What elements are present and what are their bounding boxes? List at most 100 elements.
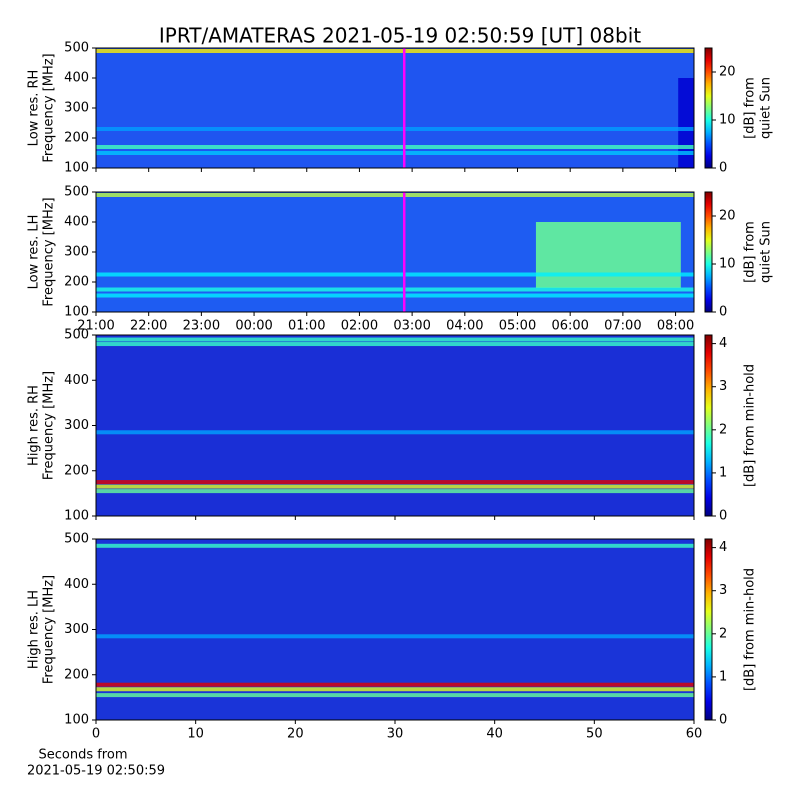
colorbar-label: [dB] from	[743, 77, 758, 139]
x-tick-label: 10	[187, 727, 204, 742]
colorbar-tick-label: 10	[719, 257, 736, 272]
y-tick-label: 500	[64, 185, 89, 200]
y-tick-label: 200	[64, 463, 89, 478]
colorbar	[704, 191, 713, 313]
plot-background	[96, 539, 694, 720]
x-tick-label: 04:00	[446, 319, 483, 334]
y-tick-label: 400	[64, 215, 89, 230]
band	[96, 337, 694, 342]
y-axis-label: High res. RH	[27, 385, 42, 466]
colorbar-label: quiet Sun	[759, 77, 774, 139]
colorbar-tick-label: 20	[719, 65, 736, 80]
band	[96, 293, 694, 298]
y-axis-label: Low res. LH	[27, 215, 42, 290]
colorbar-tick-label: 1	[719, 465, 727, 480]
colorbar-label: [dB] from	[743, 221, 758, 283]
colorbar-tick-label: 0	[719, 509, 727, 524]
y-tick-label: 100	[64, 509, 89, 524]
x-tick-label: 08:00	[657, 319, 694, 334]
colorbar-tick-label: 4	[719, 336, 727, 351]
colorbar-tick-label: 2	[719, 422, 727, 437]
colorbar-tick-label: 0	[719, 305, 727, 320]
band	[96, 687, 694, 692]
band	[96, 287, 694, 292]
band	[96, 543, 694, 548]
y-tick-label: 200	[64, 131, 89, 146]
y-tick-label: 400	[64, 577, 89, 592]
x-tick-label: 02:00	[341, 319, 378, 334]
y-tick-label: 300	[64, 622, 89, 637]
y-tick-label: 300	[64, 245, 89, 260]
plot-background	[96, 48, 694, 168]
band	[96, 430, 694, 435]
band	[96, 484, 694, 489]
y-tick-label: 100	[64, 305, 89, 320]
band	[96, 693, 694, 698]
colorbar-tick-label: 3	[719, 583, 727, 598]
x-tick-label: 20	[287, 727, 304, 742]
colorbar-tick-label: 10	[719, 113, 736, 128]
x-tick-label: 07:00	[604, 319, 641, 334]
colorbar-tick-label: 4	[719, 540, 727, 555]
chart-title: IPRT/AMATERAS 2021-05-19 02:50:59 [UT] 0…	[159, 24, 641, 48]
plot-background	[96, 335, 694, 516]
band	[96, 127, 694, 131]
y-axis-label: Low res. RH	[27, 70, 42, 147]
y-axis-label: Frequency [MHz]	[42, 371, 57, 480]
y-tick-label: 100	[64, 161, 89, 176]
x-tick-label: 30	[387, 727, 404, 742]
x-tick-label: 50	[586, 727, 603, 742]
band	[96, 272, 694, 277]
y-tick-label: 500	[64, 532, 89, 547]
y-axis-label: Frequency [MHz]	[42, 53, 57, 162]
x-tick-label: 40	[486, 727, 503, 742]
x-tick-label: 06:00	[551, 319, 588, 334]
colorbar-label: quiet Sun	[759, 221, 774, 283]
y-axis-label: Frequency [MHz]	[42, 575, 57, 684]
x-tick-label: 23:00	[183, 319, 220, 334]
x-tick-label: 05:00	[499, 319, 536, 334]
y-tick-label: 500	[64, 328, 89, 343]
x-axis-label: Seconds from	[38, 748, 127, 763]
x-tick-label: 22:00	[130, 319, 167, 334]
x-tick-label: 01:00	[288, 319, 325, 334]
y-tick-label: 200	[64, 667, 89, 682]
region	[535, 222, 681, 288]
y-axis-label: High res. LH	[27, 590, 42, 669]
x-tick-label: 21:00	[77, 319, 114, 334]
band	[96, 489, 694, 494]
band	[96, 49, 694, 53]
colorbar-tick-label: 2	[719, 626, 727, 641]
colorbar-tick-label: 3	[719, 379, 727, 394]
y-tick-label: 200	[64, 275, 89, 290]
y-tick-label: 300	[64, 101, 89, 116]
band	[96, 151, 694, 155]
y-tick-label: 400	[64, 71, 89, 86]
band	[96, 634, 694, 639]
y-tick-label: 500	[64, 41, 89, 56]
y-tick-label: 400	[64, 373, 89, 388]
colorbar	[704, 47, 713, 169]
band	[96, 145, 694, 149]
colorbar	[704, 538, 713, 721]
band	[96, 480, 694, 485]
colorbar-label: [dB] from min-hold	[743, 568, 758, 691]
colorbar	[704, 334, 713, 517]
y-tick-label: 300	[64, 418, 89, 433]
band	[96, 682, 694, 687]
band	[96, 193, 694, 197]
x-tick-label: 00:00	[235, 319, 272, 334]
colorbar-tick-label: 0	[719, 713, 727, 728]
y-tick-label: 100	[64, 713, 89, 728]
y-axis-label: Frequency [MHz]	[42, 197, 57, 306]
x-axis-label: 2021-05-19 02:50:59	[27, 764, 165, 779]
colorbar-tick-label: 0	[719, 161, 727, 176]
x-tick-label: 60	[686, 727, 703, 742]
x-tick-label: 03:00	[393, 319, 430, 334]
colorbar-tick-label: 1	[719, 669, 727, 684]
colorbar-tick-label: 20	[719, 209, 736, 224]
band	[96, 342, 694, 347]
x-tick-label: 0	[92, 727, 100, 742]
colorbar-label: [dB] from min-hold	[743, 364, 758, 487]
